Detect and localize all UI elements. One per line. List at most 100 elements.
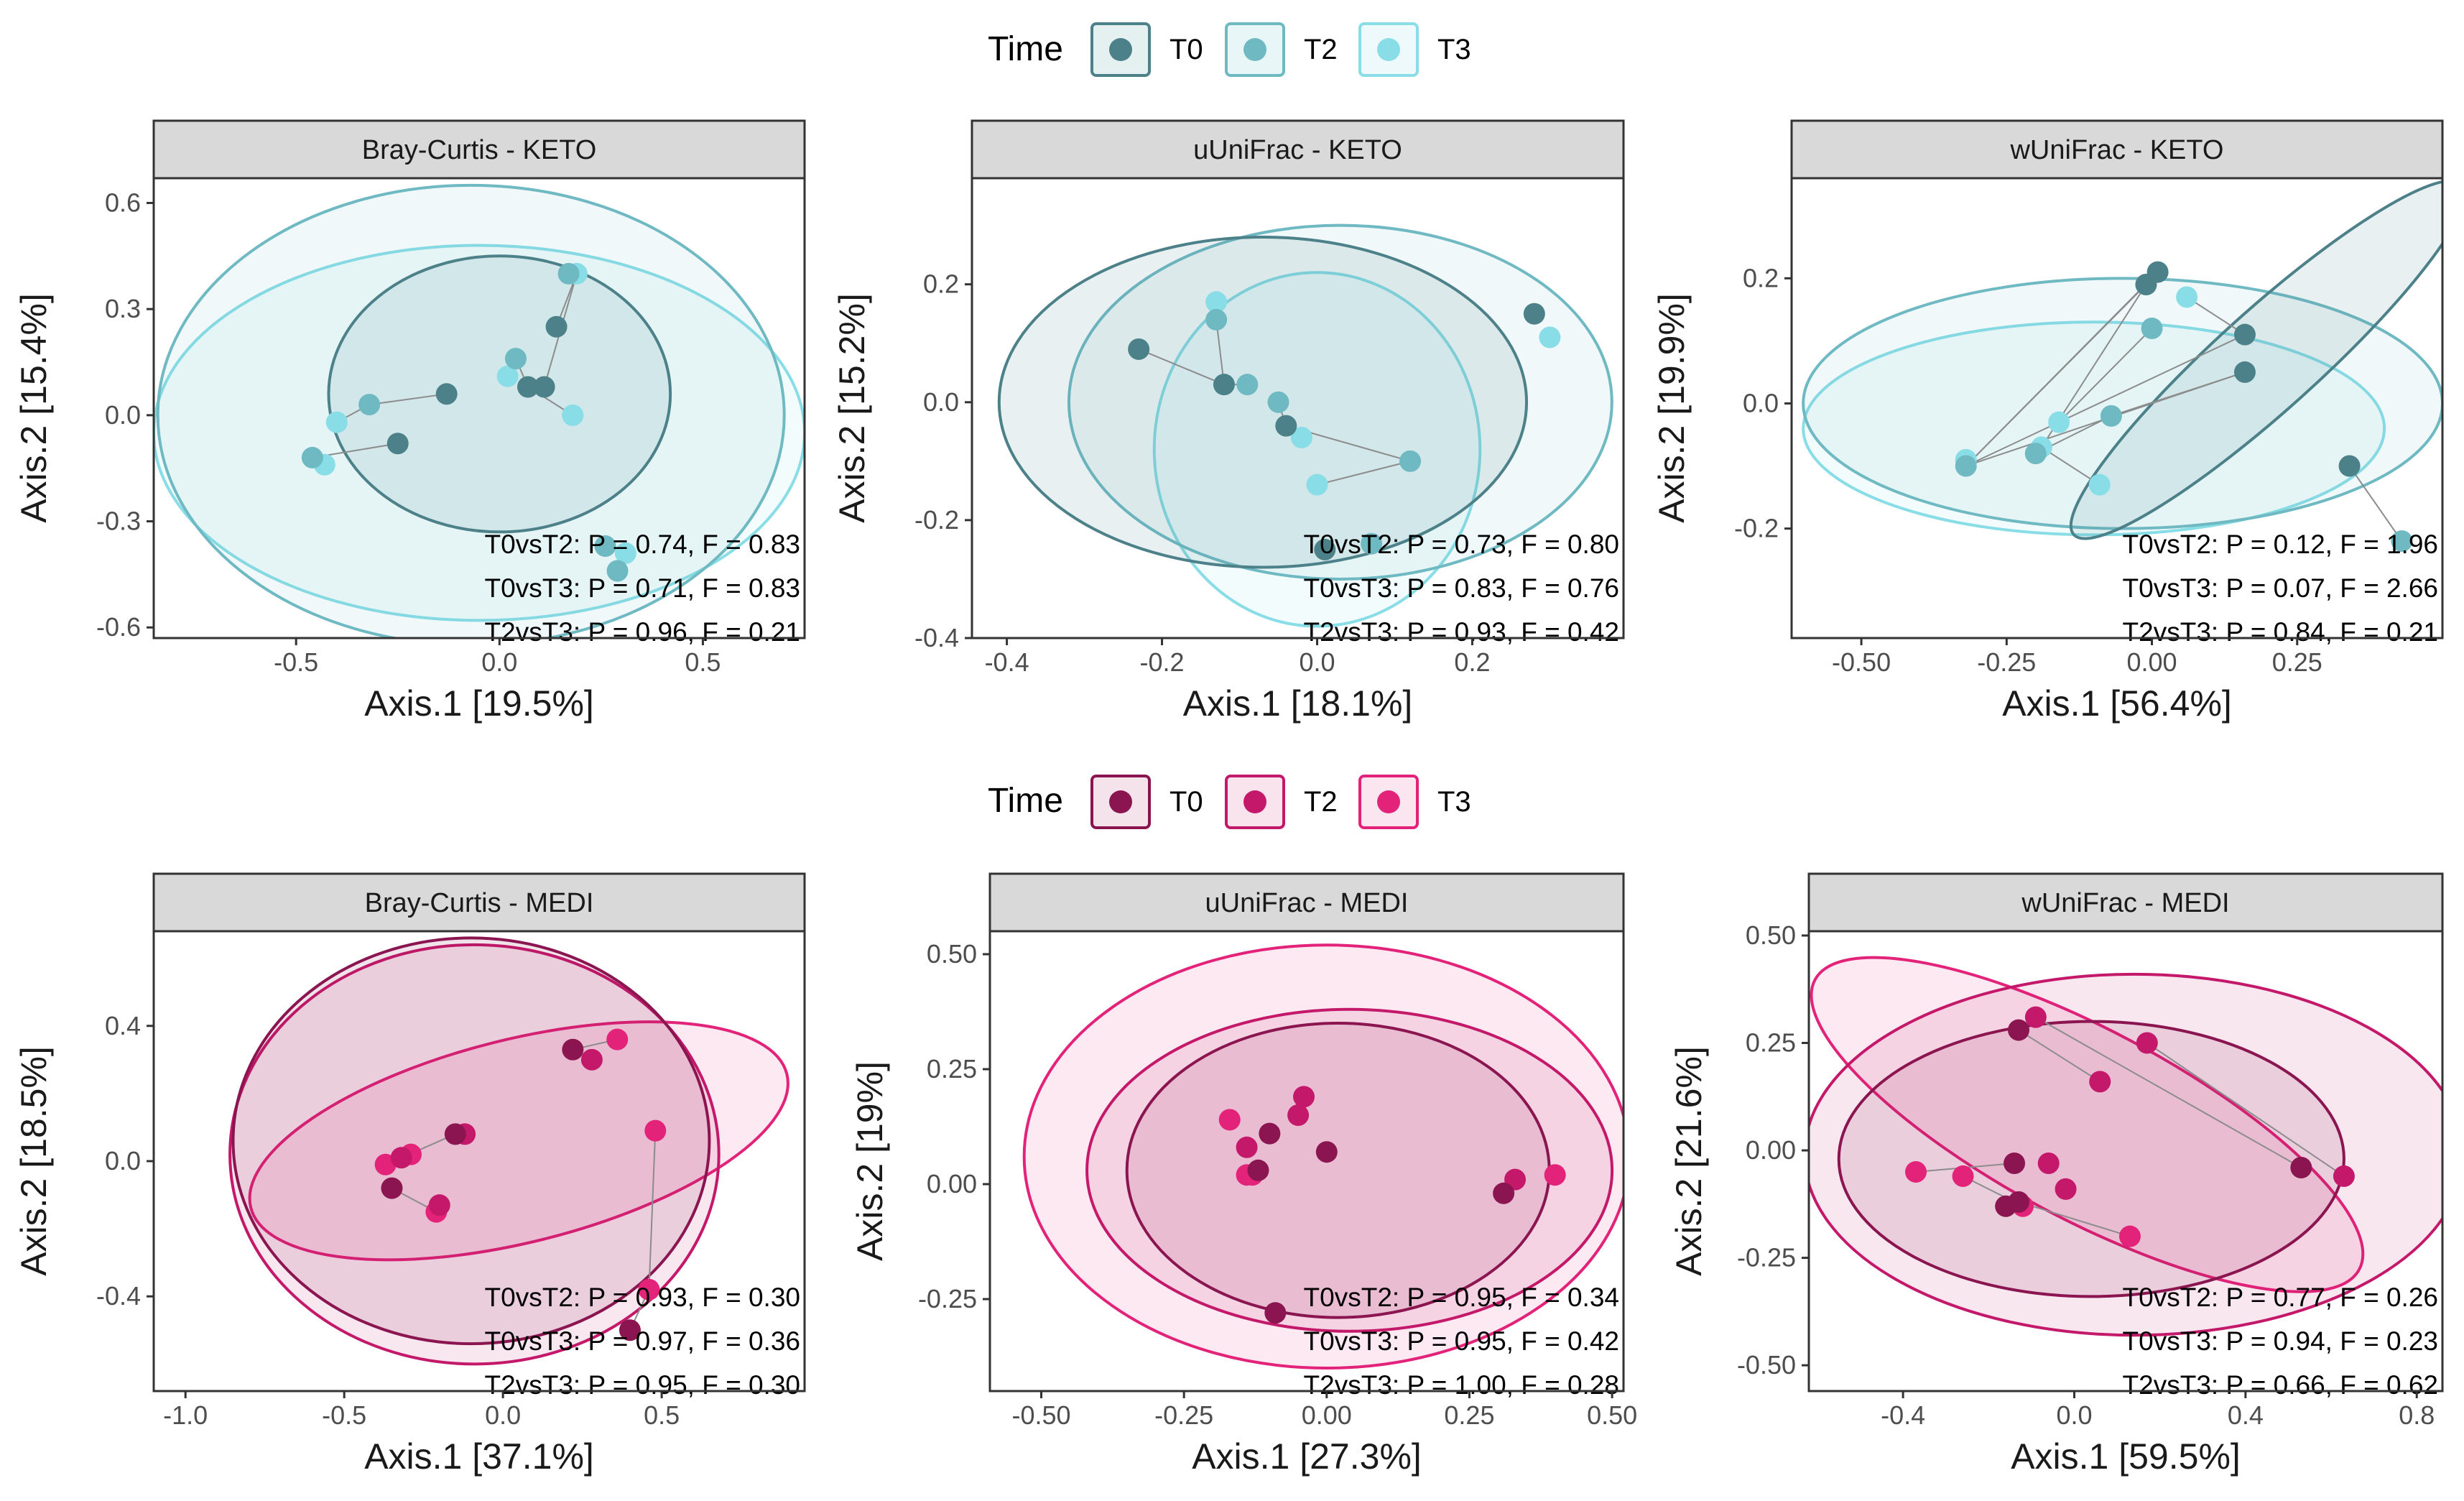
uunifrac-medi-point-t0-4 — [1264, 1302, 1287, 1324]
bray-curtis-keto-y-tick-label-3: 0.3 — [105, 294, 141, 323]
uunifrac-keto-x-tick-label-2: 0.0 — [1299, 647, 1335, 677]
bray-curtis-medi-ellipse-t3 — [248, 1020, 789, 1262]
uunifrac-keto-y-tick-label-3: 0.2 — [923, 269, 959, 299]
bray-curtis-medi-point-t2-3 — [580, 1048, 603, 1071]
bray-curtis-medi-x-tick-label-1: -0.5 — [322, 1400, 366, 1430]
legend-medi-t0-dot — [1109, 790, 1132, 813]
uunifrac-medi-x-tick-label-3: 0.25 — [1444, 1400, 1494, 1430]
uunifrac-keto-y-tick-label-1: -0.2 — [914, 505, 959, 535]
bray-curtis-medi-point-t0-0 — [381, 1177, 403, 1199]
wunifrac-medi-point-t0-3 — [1995, 1195, 2017, 1217]
panel-uunifrac-keto: uUniFrac - KETO T0vsT2: P = 0.73, F = 0.8… — [832, 119, 1625, 724]
wunifrac-medi-strip — [1807, 872, 2444, 933]
uunifrac-keto-point-t2-3 — [1399, 450, 1422, 472]
bray-curtis-medi-plot-area — [154, 931, 805, 1391]
uunifrac-medi-x-axis-title: Axis.1 [27.3%] — [1192, 1436, 1422, 1477]
uunifrac-keto-point-t2-0 — [1205, 308, 1228, 331]
wunifrac-keto-point-t3-3 — [2088, 474, 2111, 496]
uunifrac-keto-link-5 — [1317, 460, 1411, 486]
uunifrac-medi-plot-area — [990, 931, 1624, 1391]
bray-curtis-keto-y-tick-label-1: -0.3 — [96, 507, 141, 536]
uunifrac-keto-point-t2-2 — [1267, 391, 1289, 413]
uunifrac-medi-point-t2-0 — [1236, 1136, 1258, 1158]
wunifrac-keto-y-tick-label-1: 0.0 — [1743, 388, 1779, 417]
uunifrac-medi-point-t3-3 — [1544, 1164, 1566, 1186]
bray-curtis-keto-point-t3-0 — [325, 411, 348, 433]
uunifrac-medi-annotation-0: T0vsT2: P = 0.95, F = 0.34 — [1304, 1283, 1619, 1312]
uunifrac-keto-ellipse-t0 — [997, 236, 1529, 569]
bray-curtis-medi-point-t3-3 — [606, 1028, 629, 1050]
bray-curtis-keto-point-t0-4 — [533, 376, 555, 398]
legend-keto-t2-dot — [1243, 38, 1266, 61]
uunifrac-keto-annotation-1: T0vsT3: P = 0.83, F = 0.76 — [1304, 573, 1619, 603]
wunifrac-medi-point-t3-3 — [2118, 1225, 2141, 1247]
legend-medi: Time T0 T2 T3 — [988, 775, 1471, 829]
wunifrac-keto-annotation-0: T0vsT2: P = 0.12, F = 1.96 — [2123, 530, 2438, 559]
uunifrac-keto-point-t3-4 — [1539, 326, 1561, 348]
bray-curtis-medi-data-layer — [228, 936, 789, 1366]
bray-curtis-medi-point-t2-1 — [428, 1194, 450, 1216]
uunifrac-keto-strip — [971, 119, 1625, 180]
legend-medi-t3-label: T3 — [1437, 786, 1471, 818]
wunifrac-medi-annotation-0: T0vsT2: P = 0.77, F = 0.26 — [2123, 1283, 2438, 1312]
bray-curtis-keto-y-tick-label-0: -0.6 — [96, 612, 141, 642]
bray-curtis-medi-point-t0-1 — [444, 1123, 466, 1145]
legend-keto-t2-label: T2 — [1304, 34, 1338, 65]
bray-curtis-keto-point-t2-5 — [606, 560, 629, 582]
bray-curtis-keto-ellipse-t0 — [327, 254, 672, 534]
wunifrac-keto-point-t2-2 — [2100, 405, 2122, 427]
bray-curtis-keto-point-t2-4 — [594, 535, 616, 557]
bray-curtis-keto-annotation-1: T0vsT3: P = 0.71, F = 0.83 — [485, 573, 800, 603]
uunifrac-medi-x-tick-label-1: -0.25 — [1154, 1400, 1213, 1430]
bray-curtis-keto-point-t2-2 — [504, 348, 527, 370]
wunifrac-medi-point-t2-1 — [2037, 1152, 2060, 1174]
bray-curtis-keto-x-tick-label-0: -0.5 — [274, 647, 318, 677]
legend-keto-t3-label: T3 — [1437, 34, 1471, 65]
bray-curtis-medi-point-t2-0 — [390, 1147, 412, 1169]
wunifrac-medi-annotation-1: T0vsT3: P = 0.94, F = 0.23 — [2123, 1326, 2438, 1356]
wunifrac-keto-link-10 — [2186, 296, 2246, 336]
uunifrac-medi-ellipse-t0 — [1125, 1022, 1551, 1319]
uunifrac-keto-y-tick-label-0: -0.4 — [914, 623, 959, 652]
bray-curtis-medi-annotation-1: T0vsT3: P = 0.97, F = 0.36 — [485, 1326, 800, 1356]
wunifrac-medi-x-tick-label-2: 0.4 — [2228, 1400, 2264, 1430]
wunifrac-medi-panel-border — [1807, 930, 2444, 1393]
wunifrac-keto-point-t2-4 — [2391, 530, 2413, 553]
bray-curtis-medi-x-tick-label-0: -1.0 — [163, 1400, 208, 1430]
bray-curtis-keto-ellipse-t3 — [154, 244, 805, 622]
wunifrac-medi-y-axis-title: Axis.2 [21.6%] — [1669, 1046, 1709, 1276]
bray-curtis-keto-point-t0-0 — [435, 383, 458, 405]
bray-curtis-keto-point-t0-3 — [517, 376, 539, 398]
uunifrac-keto-annotation-0: T0vsT2: P = 0.73, F = 0.80 — [1304, 530, 1619, 559]
bray-curtis-medi-point-t0-3 — [619, 1319, 641, 1341]
uunifrac-medi-ellipse-t2 — [1085, 1007, 1614, 1333]
uunifrac-keto-x-tick-label-0: -0.4 — [985, 647, 1029, 677]
wunifrac-medi-x-tick-label-1: 0.0 — [2056, 1400, 2092, 1430]
legend-medi-t0-label: T0 — [1170, 786, 1203, 818]
bray-curtis-keto-x-axis-title: Axis.1 [19.5%] — [364, 683, 594, 724]
legend-keto-title: Time — [988, 30, 1063, 68]
uunifrac-medi-data-layer — [1022, 943, 1624, 1370]
wunifrac-keto-link-9 — [2348, 465, 2403, 542]
wunifrac-keto-link-7 — [2058, 328, 2153, 423]
uunifrac-keto-plot-area — [972, 178, 1624, 638]
wunifrac-keto-data-layer — [1802, 179, 2442, 553]
wunifrac-medi-ellipse-t3 — [1810, 956, 2365, 1293]
bray-curtis-keto-point-t0-2 — [545, 315, 568, 338]
wunifrac-keto-y-axis-title: Axis.2 [19.9%] — [1652, 293, 1692, 523]
wunifrac-keto-strip-label: wUniFrac - KETO — [2009, 135, 2223, 165]
uunifrac-medi-strip-label: uUniFrac - MEDI — [1205, 888, 1409, 918]
bray-curtis-keto-link-1 — [369, 393, 447, 406]
uunifrac-keto-point-t2-4 — [1361, 532, 1383, 555]
panel-bray-curtis-medi: Bray-Curtis - MEDI T0vsT2: P = 0.93, F = … — [14, 872, 806, 1477]
wunifrac-medi-x-tick-label-3: 0.8 — [2399, 1400, 2435, 1430]
bray-curtis-keto-point-t2-3 — [557, 262, 580, 285]
legend-keto-t0-label: T0 — [1170, 34, 1203, 65]
uunifrac-medi-point-t2-2 — [1293, 1086, 1315, 1108]
uunifrac-medi-point-t0-1 — [1247, 1159, 1269, 1181]
legend-keto: Time T0 T2 T3 — [988, 22, 1471, 77]
wunifrac-medi-point-t3-0 — [1904, 1160, 1927, 1183]
wunifrac-medi-strip-label: wUniFrac - MEDI — [2021, 888, 2229, 918]
wunifrac-keto-annotation-2: T2vsT3: P = 0.84, F = 0.21 — [2123, 617, 2438, 647]
wunifrac-keto-link-5 — [2111, 371, 2246, 417]
